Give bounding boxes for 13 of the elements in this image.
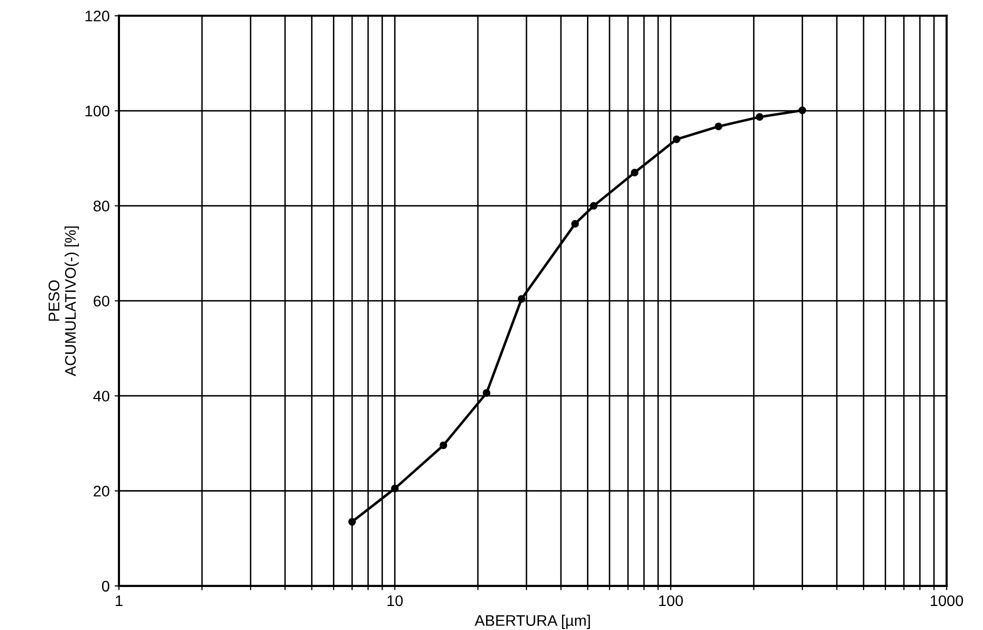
y-tick-label: 120 bbox=[86, 10, 110, 22]
y-axis-title: PESO ACUMULATIVO(-) [%] bbox=[48, 226, 79, 376]
x-tick-label: 1000 bbox=[930, 595, 964, 606]
y-tick-label: 20 bbox=[94, 486, 110, 497]
x-tick-label: 10 bbox=[388, 595, 403, 606]
y-tick-label: 80 bbox=[94, 200, 110, 212]
x-axis-title: ABERTURA [µm] bbox=[474, 614, 590, 629]
y-tick-label: 0 bbox=[102, 580, 110, 592]
y-tick-label: 40 bbox=[93, 390, 110, 402]
x-tick-label: 1 bbox=[116, 595, 122, 606]
y-tick-label: 60 bbox=[94, 296, 110, 307]
y-tick-label: 100 bbox=[86, 106, 110, 116]
x-tick-label: 100 bbox=[659, 595, 683, 606]
